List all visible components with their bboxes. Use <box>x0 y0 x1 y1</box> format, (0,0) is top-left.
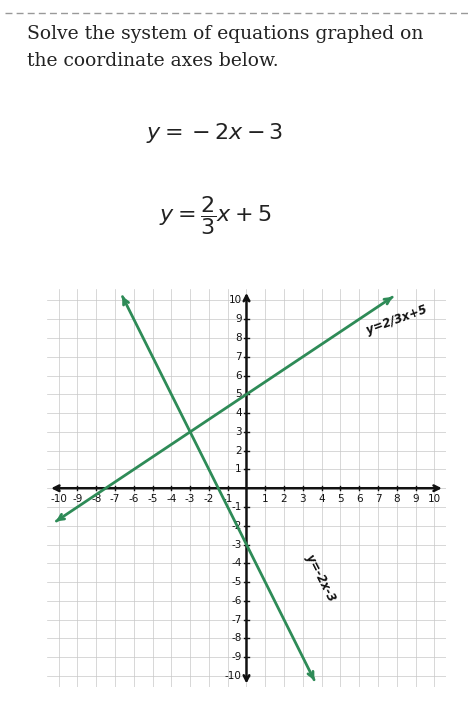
Text: 7: 7 <box>374 494 381 504</box>
Text: -9: -9 <box>231 652 242 662</box>
Text: 10: 10 <box>228 295 242 305</box>
Text: Solve the system of equations graphed on
the coordinate axes below.: Solve the system of equations graphed on… <box>27 25 424 70</box>
Text: 1: 1 <box>262 494 269 504</box>
Text: -9: -9 <box>72 494 82 504</box>
Text: 3: 3 <box>235 427 242 437</box>
Text: -10: -10 <box>225 671 242 681</box>
Text: -4: -4 <box>166 494 176 504</box>
Text: -1: -1 <box>231 502 242 512</box>
Text: -6: -6 <box>128 494 139 504</box>
Text: 9: 9 <box>412 494 419 504</box>
Text: 8: 8 <box>393 494 400 504</box>
Text: $y = -2x - 3$: $y = -2x - 3$ <box>146 121 283 145</box>
Text: -7: -7 <box>231 615 242 625</box>
Text: -6: -6 <box>231 596 242 606</box>
Text: 6: 6 <box>356 494 363 504</box>
Text: -3: -3 <box>185 494 195 504</box>
Text: 3: 3 <box>300 494 306 504</box>
Text: 5: 5 <box>337 494 344 504</box>
Text: 2: 2 <box>281 494 287 504</box>
Text: 8: 8 <box>235 333 242 343</box>
Text: 6: 6 <box>235 370 242 381</box>
Text: -10: -10 <box>50 494 67 504</box>
Text: y=2/3x+5: y=2/3x+5 <box>365 303 429 337</box>
Text: -1: -1 <box>222 494 233 504</box>
Text: 9: 9 <box>235 314 242 325</box>
Text: y=-2x-3: y=-2x-3 <box>303 552 337 604</box>
Text: $y = \dfrac{2}{3}x + 5$: $y = \dfrac{2}{3}x + 5$ <box>159 194 271 237</box>
Text: -8: -8 <box>91 494 101 504</box>
Text: -5: -5 <box>147 494 158 504</box>
Text: 10: 10 <box>428 494 441 504</box>
Text: 7: 7 <box>235 352 242 362</box>
Text: 5: 5 <box>235 389 242 399</box>
Text: -3: -3 <box>231 540 242 549</box>
Text: -8: -8 <box>231 633 242 643</box>
Text: 2: 2 <box>235 446 242 456</box>
Text: -2: -2 <box>231 521 242 531</box>
Text: -5: -5 <box>231 577 242 587</box>
Text: 1: 1 <box>235 465 242 475</box>
Text: -4: -4 <box>231 559 242 569</box>
Text: -2: -2 <box>204 494 214 504</box>
Text: -7: -7 <box>110 494 120 504</box>
Text: 4: 4 <box>235 408 242 418</box>
Text: 4: 4 <box>319 494 325 504</box>
